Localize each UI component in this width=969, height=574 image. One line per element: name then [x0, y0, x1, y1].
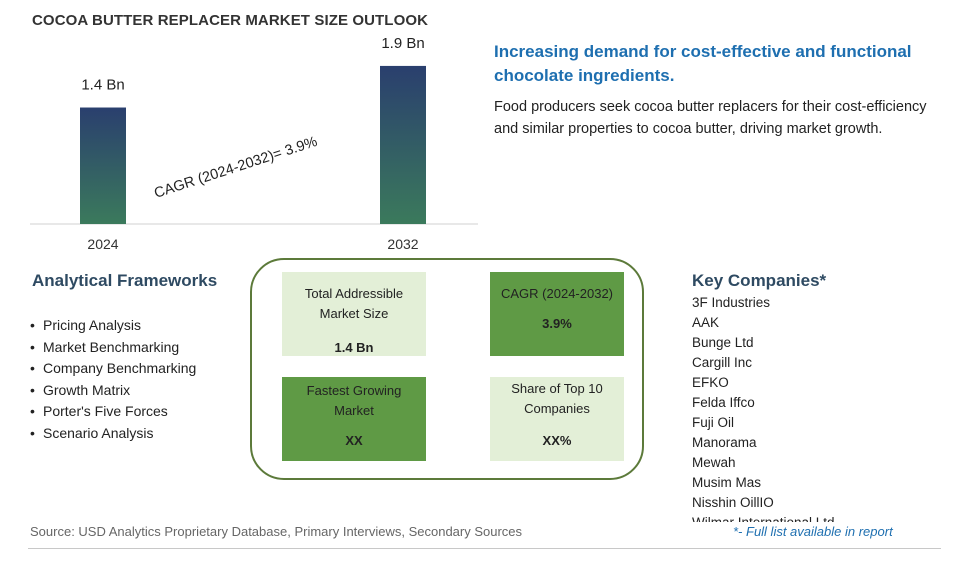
kpi-fastest-growing-market: Fastest Growing Market XX [282, 377, 426, 461]
bar-2032 [380, 65, 426, 224]
x-tick-label: 2032 [387, 236, 418, 252]
framework-item: Scenario Analysis [28, 423, 196, 445]
key-companies-list: 3F Industries AAK Bunge Ltd Cargill Inc … [692, 293, 962, 522]
company-item: Wilmar International Ltd [692, 513, 962, 522]
framework-item: Growth Matrix [28, 380, 196, 402]
bar-2024 [80, 107, 126, 224]
page-title: COCOA BUTTER REPLACER MARKET SIZE OUTLOO… [32, 12, 429, 29]
kpi-value: XX% [542, 433, 572, 448]
company-item: Manorama [692, 435, 757, 450]
bar-value-label: 1.4 Bn [81, 77, 124, 94]
description: Food producers seek cocoa butter replace… [494, 99, 927, 137]
company-item: Mewah [692, 455, 736, 470]
cagr-annotation: CAGR (2024-2032)= 3.9% [152, 134, 319, 202]
kpi-label: Fastest Growing Market [306, 383, 402, 418]
company-item: Felda Iffco [692, 395, 755, 410]
kpi-cagr: CAGR (2024-2032) 3.9% [490, 272, 624, 356]
company-item: Musim Mas [692, 475, 762, 490]
source-note: Source: USD Analytics Proprietary Databa… [30, 524, 523, 539]
framework-item: Porter's Five Forces [28, 401, 196, 423]
framework-item: Pricing Analysis [28, 315, 196, 337]
kpi-panel [250, 258, 644, 480]
company-item: Cargill Inc [692, 355, 753, 370]
company-item: Fuji Oil [692, 415, 735, 430]
framework-item: Company Benchmarking [28, 358, 196, 380]
frameworks-title: Analytical Frameworks [32, 271, 218, 290]
frameworks-list: Pricing Analysis Market Benchmarking Com… [28, 315, 196, 444]
kpi-label: CAGR (2024-2032) [501, 286, 613, 301]
full-list-note: *- Full list available in report [733, 524, 893, 539]
bar-value-label: 1.9 Bn [381, 35, 424, 52]
kpi-value: 1.4 Bn [334, 340, 374, 355]
bottom-divider [28, 548, 941, 549]
kpi-label: Total Addressible Market Size [304, 286, 404, 321]
kpi-value: XX [345, 433, 363, 448]
kpi-top10-share: Share of Top 10 Companies XX% [490, 377, 624, 461]
company-item: EFKO [692, 375, 729, 390]
x-tick-label: 2024 [87, 236, 118, 252]
framework-item: Market Benchmarking [28, 337, 196, 359]
company-item: 3F Industries [692, 295, 771, 310]
kpi-value: 3.9% [542, 316, 572, 331]
kpi-label: Share of Top 10 Companies [511, 381, 603, 416]
company-item: Bunge Ltd [692, 335, 754, 350]
company-item: Nisshin OillIO [692, 495, 774, 510]
key-companies-title: Key Companies* [692, 271, 827, 290]
kpi-total-addressable-market: Total Addressible Market Size 1.4 Bn [282, 272, 426, 356]
market-size-chart: 1.4 Bn 2024 1.9 Bn 2032 CAGR (2024-2032)= 3… [30, 35, 478, 252]
company-item: AAK [692, 315, 720, 330]
headline: Increasing demand for cost-effective and… [494, 42, 912, 85]
